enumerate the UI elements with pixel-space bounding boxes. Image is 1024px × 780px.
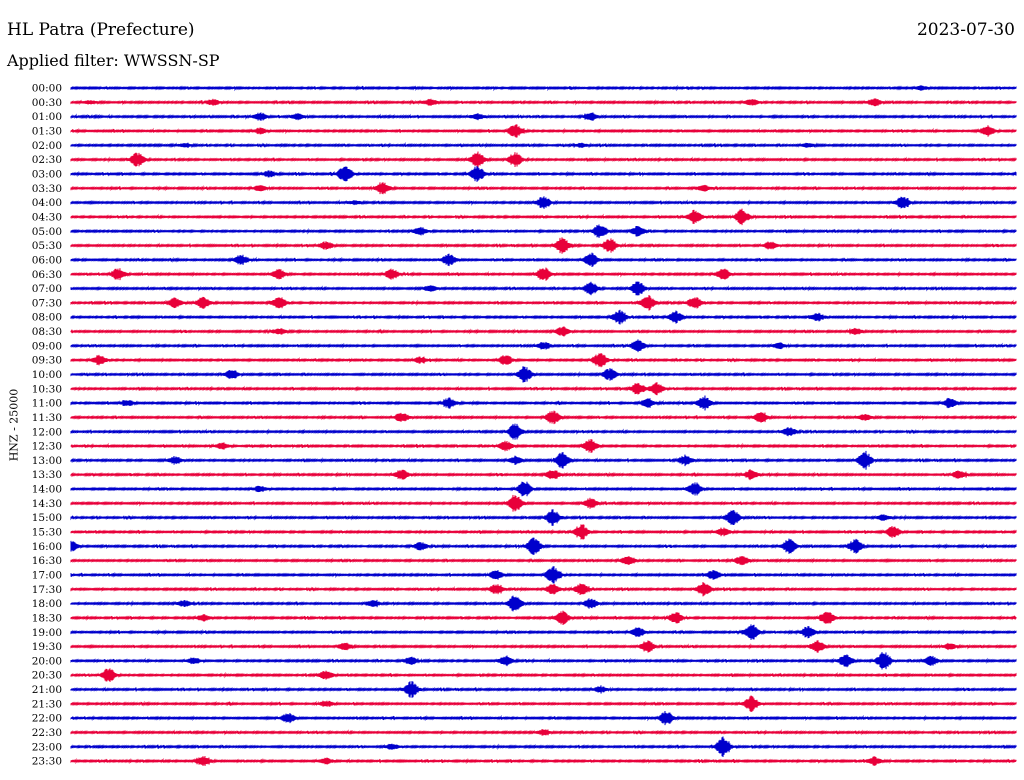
tick-label: 21:30 xyxy=(32,698,62,710)
tick-label: 02:00 xyxy=(32,140,62,152)
tick-label: 07:30 xyxy=(32,297,62,309)
tick-label: 15:00 xyxy=(32,512,62,524)
filter-label: Applied filter: WWSSN-SP xyxy=(7,51,220,70)
tick-label: 06:00 xyxy=(32,254,62,266)
tick-label: 20:00 xyxy=(32,655,62,667)
tick-label: 04:30 xyxy=(32,211,62,223)
tick-label: 11:30 xyxy=(32,412,62,424)
tick-label: 14:30 xyxy=(32,498,62,510)
tick-label: 17:00 xyxy=(32,569,62,581)
tick-label: 21:00 xyxy=(32,684,62,696)
tick-label: 00:30 xyxy=(32,97,62,109)
tick-label: 05:30 xyxy=(32,240,62,252)
tick-label: 06:30 xyxy=(32,269,62,281)
tick-label: 03:00 xyxy=(32,169,62,181)
tick-label: 17:30 xyxy=(32,584,62,596)
tick-label: 01:00 xyxy=(32,111,62,123)
tick-label: 05:00 xyxy=(32,226,62,238)
tick-label: 23:00 xyxy=(32,741,62,753)
tick-label: 04:00 xyxy=(32,197,62,209)
tick-label: 08:00 xyxy=(32,312,62,324)
tick-label: 19:30 xyxy=(32,641,62,653)
tick-label: 01:30 xyxy=(32,126,62,138)
tick-label: 10:00 xyxy=(32,369,62,381)
tick-label: 10:30 xyxy=(32,383,62,395)
tick-label: 13:00 xyxy=(32,455,62,467)
tick-label: 22:00 xyxy=(32,713,62,725)
tick-label: 03:30 xyxy=(32,183,62,195)
tick-label: 16:00 xyxy=(32,541,62,553)
tick-label: 18:30 xyxy=(32,612,62,624)
tick-label: 20:30 xyxy=(32,670,62,682)
tick-label: 22:30 xyxy=(32,727,62,739)
tick-label: 00:00 xyxy=(32,83,62,95)
tick-label: 16:30 xyxy=(32,555,62,567)
tick-label: 12:00 xyxy=(32,426,62,438)
tick-label: 23:30 xyxy=(32,756,62,768)
tick-label: 11:00 xyxy=(32,398,62,410)
tick-label: 19:00 xyxy=(32,627,62,639)
tick-label: 09:00 xyxy=(32,340,62,352)
tick-label: 07:00 xyxy=(32,283,62,295)
station-title: HL Patra (Prefecture) xyxy=(7,20,195,40)
record-date: 2023-07-30 xyxy=(916,20,1015,40)
tick-label: 12:30 xyxy=(32,441,62,453)
tick-label: 14:00 xyxy=(32,484,62,496)
tick-label: 08:30 xyxy=(32,326,62,338)
tick-label: 18:00 xyxy=(32,598,62,610)
tick-label: 09:30 xyxy=(32,355,62,367)
tick-label: 13:30 xyxy=(32,469,62,481)
tick-label: 02:30 xyxy=(32,154,62,166)
tick-label: 15:30 xyxy=(32,527,62,539)
